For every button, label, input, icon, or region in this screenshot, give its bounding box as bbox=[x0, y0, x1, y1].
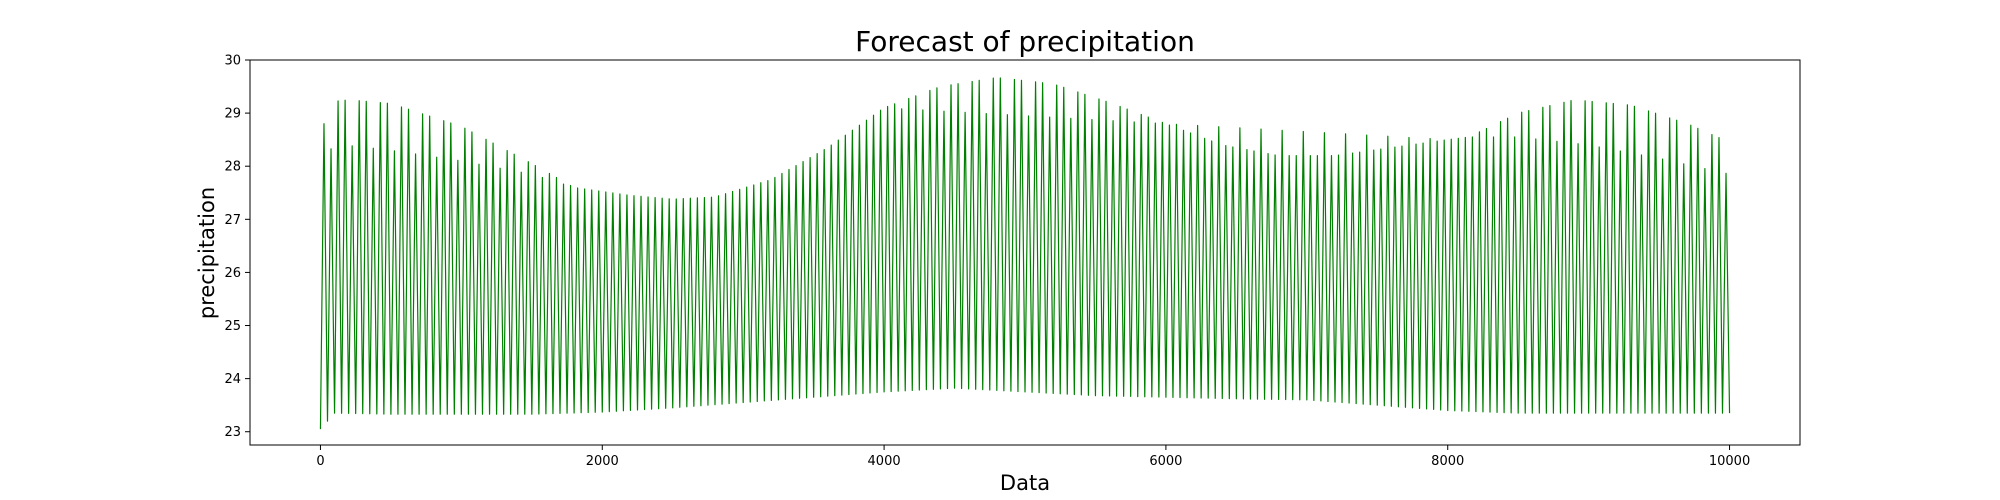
series-layer bbox=[319, 77, 1731, 430]
y-tick-label: 27 bbox=[224, 213, 241, 228]
y-axis: 23 24 25 26 27 28 29 30 bbox=[224, 54, 250, 440]
x-tick-label: 0 bbox=[316, 454, 324, 469]
y-tick-label: 23 bbox=[224, 425, 241, 440]
y-tick-label: 26 bbox=[224, 266, 241, 281]
y-tick-label: 24 bbox=[224, 372, 241, 387]
x-tick-label: 10000 bbox=[1709, 454, 1750, 469]
series-line-precipitation bbox=[319, 77, 1731, 430]
x-axis: 0 2000 4000 6000 8000 10000 bbox=[316, 445, 1750, 469]
x-tick-label: 2000 bbox=[586, 454, 619, 469]
x-tick-label: 4000 bbox=[868, 454, 901, 469]
plot-frame bbox=[249, 59, 1801, 446]
y-tick-label: 30 bbox=[224, 54, 241, 69]
y-tick-label: 25 bbox=[224, 319, 241, 334]
x-tick-label: 8000 bbox=[1431, 454, 1464, 469]
plot-area bbox=[249, 59, 1801, 446]
x-axis-title: Data bbox=[1000, 471, 1050, 495]
y-axis-title: precipitation bbox=[195, 187, 219, 319]
chart-title: Forecast of precipitation bbox=[855, 25, 1195, 58]
x-tick-label: 6000 bbox=[1149, 454, 1182, 469]
y-tick-label: 28 bbox=[224, 160, 241, 175]
y-tick-label: 29 bbox=[224, 107, 241, 122]
